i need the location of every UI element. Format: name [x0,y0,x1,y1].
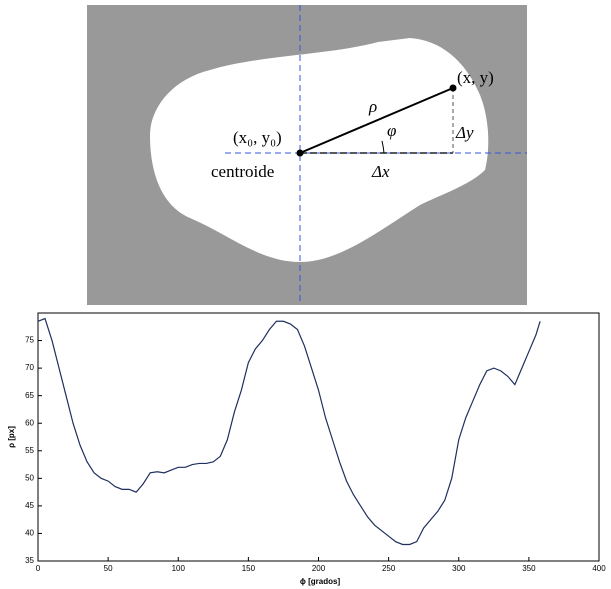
dx-label: Δx [371,162,390,181]
x-tick-label: 50 [104,564,113,573]
y-tick-label: 60 [25,418,34,427]
y-tick-label: 45 [25,501,34,510]
contour-point [449,84,457,92]
x-tick-label: 300 [452,564,466,573]
x-axis-label: ϕ [grados] [300,577,341,586]
y-tick-label: 70 [25,363,34,372]
data-line [37,317,541,546]
angle-arc [381,140,385,154]
y-tick-label: 50 [25,473,34,482]
centroid-caption: centroide [211,162,274,181]
phi-label: φ [387,121,396,140]
centroid-label: (x₀, y₀) [233,128,282,147]
dy-label: Δy [455,123,474,142]
x-tick-label: 100 [172,564,186,573]
x-tick-label: 200 [312,564,326,573]
y-tick-label: 65 [25,391,34,400]
plot-frame [37,312,600,562]
y-tick-label: 35 [25,556,34,565]
point-label: (x, y) [457,68,494,87]
y-tick-label: 55 [25,446,34,455]
x-tick-label: 400 [592,564,606,573]
x-tick-label: 350 [522,564,536,573]
y-tick-label: 75 [25,336,34,345]
x-tick-label: 250 [382,564,396,573]
y-tick-label: 40 [25,529,34,538]
x-tick-label: 150 [242,564,256,573]
rho-line [299,87,454,154]
blob [150,38,489,262]
centroid-point [296,149,304,157]
rho-label: ρ [368,97,377,116]
y-axis-label: ρ [px] [7,426,16,448]
x-tick-label: 0 [36,564,41,573]
